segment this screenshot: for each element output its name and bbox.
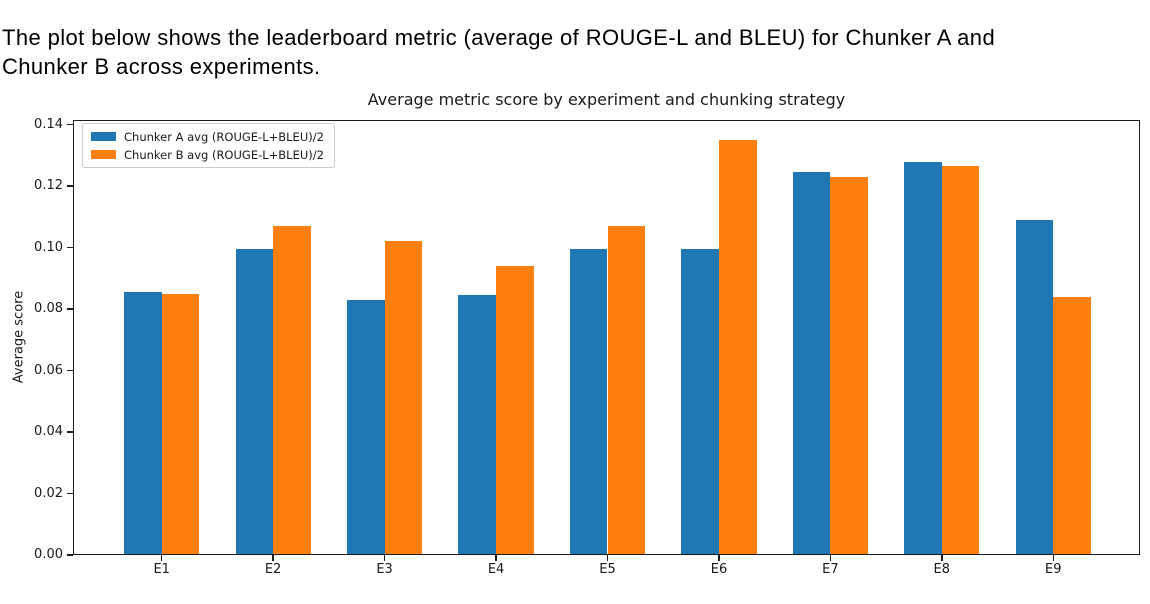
y-tick-label: 0.02: [34, 485, 63, 501]
bar-chunker-b-e4: [496, 266, 534, 555]
x-tick-mark: [495, 555, 497, 561]
x-tick-mark: [383, 555, 386, 561]
bar-chunker-b-e7: [830, 176, 868, 555]
y-tick-mark: [67, 369, 73, 372]
bar-chunker-a-e8: [904, 161, 942, 555]
y-tick-mark: [67, 431, 73, 433]
x-tick-mark: [718, 555, 720, 561]
legend-swatch: [91, 132, 116, 141]
bar-chunker-a-e5: [569, 249, 608, 555]
x-tick-label: E2: [264, 562, 282, 577]
x-tick-label: E1: [153, 562, 170, 577]
x-tick-label: E3: [376, 562, 393, 577]
x-tick-mark: [829, 555, 832, 561]
y-tick-label: 0.12: [34, 178, 63, 194]
y-tick-mark: [67, 185, 73, 187]
x-tick-label: E6: [710, 562, 728, 577]
y-tick-label: 0.00: [34, 547, 63, 562]
x-tick-label: E4: [487, 562, 505, 577]
y-tick-label: 0.10: [34, 239, 63, 255]
bar-chunker-a-e4: [458, 295, 496, 555]
legend-label: Chunker B avg (ROUGE-L+BLEU)/2: [124, 147, 324, 162]
bar-chunker-b-e6: [719, 140, 757, 555]
bar-chunker-b-e9: [1053, 296, 1091, 555]
legend-label: Chunker A avg (ROUGE-L+BLEU)/2: [124, 129, 324, 144]
x-tick-label: E5: [599, 562, 616, 577]
bar-chunker-a-e9: [1015, 219, 1054, 555]
x-tick-label: E8: [933, 562, 951, 577]
x-tick-label: E7: [822, 562, 839, 577]
legend-item: Chunker B avg (ROUGE-L+BLEU)/2: [91, 147, 324, 162]
bar-chunker-b-e5: [607, 226, 646, 555]
x-tick-mark: [941, 555, 943, 561]
bar-chunker-b-e3: [384, 241, 423, 555]
plot-area: Chunker A avg (ROUGE-L+BLEU)/2 Chunker B …: [73, 120, 1140, 555]
bar-chunker-a-e1: [124, 292, 162, 555]
x-tick-mark: [1052, 555, 1054, 561]
y-tick-mark: [67, 492, 73, 495]
y-tick-mark: [67, 308, 73, 310]
bar-chunker-a-e7: [792, 172, 831, 555]
chart-title: Average metric score by experiment and c…: [367, 90, 846, 109]
legend-item: Chunker A avg (ROUGE-L+BLEU)/2: [91, 129, 324, 144]
bar-chunker-b-e1: [161, 293, 200, 555]
y-tick-label: 0.04: [34, 424, 63, 439]
intro-paragraph: The plot below shows the leaderboard met…: [2, 25, 996, 79]
bar-chunker-a-e3: [347, 299, 385, 555]
x-tick-mark: [272, 555, 274, 561]
y-tick-label: 0.14: [34, 116, 63, 132]
x-tick-mark: [606, 555, 609, 561]
y-tick-mark: [67, 554, 73, 556]
y-tick-label: 0.06: [34, 362, 63, 378]
bar-chunker-b-e8: [941, 166, 980, 555]
legend-swatch: [91, 150, 116, 159]
y-tick-label: 0.08: [34, 301, 63, 317]
bar-chunker-a-e6: [681, 249, 719, 555]
x-tick-label: E9: [1045, 562, 1062, 577]
bar-chunker-a-e2: [235, 249, 274, 555]
x-tick-mark: [160, 555, 163, 561]
bar-chunker-b-e2: [273, 226, 311, 555]
legend: Chunker A avg (ROUGE-L+BLEU)/2 Chunker B …: [82, 123, 335, 168]
y-tick-mark: [67, 123, 73, 126]
y-tick-mark: [67, 246, 73, 249]
